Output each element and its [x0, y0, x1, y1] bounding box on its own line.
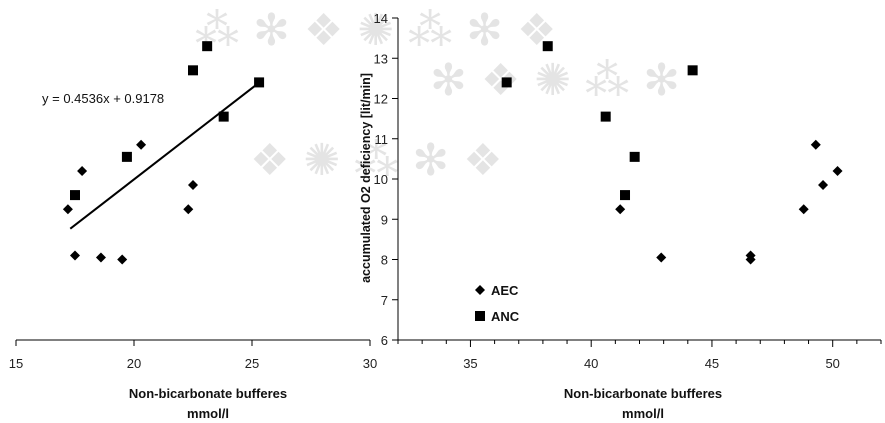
right-scatter-panel: 6 7 8 9 10 11 12 13 14 35 40 45 50 accumulated O2 d… [359, 11, 882, 421]
legend-aec-label: AEC [491, 283, 519, 298]
left-diamond-point [117, 254, 128, 265]
svg-text:✻ ❖ ✺ ⁂ ✻: ✻ ❖ ✺ ⁂ ✻ [430, 55, 680, 106]
left-diamond-point [62, 204, 73, 215]
right-aec-point [810, 139, 821, 150]
left-data-points [62, 41, 265, 265]
left-x-tick-label: 20 [127, 356, 141, 371]
svg-text:❖ ✺ ⁂ ✻ ❖: ❖ ✺ ⁂ ✻ ❖ [250, 135, 503, 186]
left-square-point [188, 65, 198, 76]
left-diamond-point [183, 204, 194, 215]
legend-aec-marker [475, 285, 485, 295]
right-x-tick-label: 40 [584, 356, 598, 371]
left-diamond-point [70, 250, 80, 261]
right-y-tick-label: 14 [374, 11, 388, 26]
right-x-tick-label: 35 [463, 356, 477, 371]
right-anc-point [629, 151, 640, 162]
left-x-tick-label: 30 [363, 356, 377, 371]
legend: AEC ANC [475, 283, 520, 324]
right-anc-point [687, 65, 698, 76]
right-axes [392, 17, 882, 347]
legend-anc-label: ANC [491, 309, 520, 324]
right-y-tick-label: 12 [374, 92, 388, 107]
right-aec-point [798, 204, 809, 215]
right-aec-point [832, 165, 843, 176]
right-anc-point [542, 41, 553, 52]
left-x-axis-title-line1: Non-bicarbonate bufferes [129, 386, 287, 401]
right-aec-point [656, 252, 667, 263]
right-y-tick-label: 13 [374, 51, 388, 66]
right-y-axis-title: accumulated O2 deficiency [lit/min] [359, 73, 373, 283]
left-square-point [202, 41, 213, 52]
right-y-tick-label: 9 [381, 212, 388, 227]
left-x-tick-labels: 15 20 25 30 [9, 356, 377, 371]
left-square-point [121, 151, 132, 162]
right-data-points [501, 41, 843, 265]
right-y-tick-label: 6 [381, 333, 388, 348]
left-diamond-point [77, 165, 88, 176]
right-x-axis-title-line1: Non-bicarbonate bufferes [564, 386, 722, 401]
regression-equation: y = 0.4536x + 0.9178 [42, 91, 164, 106]
right-y-tick-label: 11 [375, 132, 389, 147]
left-x-tick-label: 15 [9, 356, 23, 371]
right-aec-point [745, 254, 756, 265]
right-anc-point [600, 111, 611, 122]
left-x-axis-title-line2: mmol/l [187, 406, 229, 421]
right-y-tick-labels: 6 7 8 9 10 11 12 13 14 [374, 11, 388, 348]
right-y-tick-label: 7 [381, 293, 388, 308]
regression-line [69, 81, 260, 230]
legend-anc-marker [475, 311, 485, 321]
left-scatter-panel: 15 20 25 30 y = 0.4536x + 0.9178 Non-bicarb… [9, 41, 377, 421]
right-aec-point [615, 204, 626, 215]
right-y-tick-label: 8 [381, 253, 388, 268]
right-x-tick-label: 45 [705, 356, 719, 371]
left-diamond-point [95, 252, 106, 263]
left-diamond-point [136, 139, 147, 150]
watermark-logo: ⁂ ✻ ❖ ✺ ⁂ ✻ ❖ ✻ ❖ ✺ ⁂ ✻ ❖ ✺ ⁂ ✻ ❖ [195, 5, 680, 186]
right-aec-point [818, 180, 829, 191]
left-square-point [70, 190, 80, 201]
right-x-tick-labels: 35 40 45 50 [463, 356, 840, 371]
right-x-tick-label: 50 [825, 356, 839, 371]
right-x-axis-title-line2: mmol/l [622, 406, 664, 421]
left-square-point [254, 77, 265, 88]
right-anc-point [620, 190, 631, 201]
left-diamond-point [188, 180, 198, 191]
left-square-point [218, 111, 229, 122]
left-x-axis [15, 339, 371, 346]
left-x-tick-label: 25 [245, 356, 259, 371]
svg-text:⁂ ✻ ❖ ✺ ⁂ ✻ ❖: ⁂ ✻ ❖ ✺ ⁂ ✻ ❖ [195, 5, 556, 56]
right-y-tick-label: 10 [374, 172, 388, 187]
right-anc-point [501, 77, 512, 88]
